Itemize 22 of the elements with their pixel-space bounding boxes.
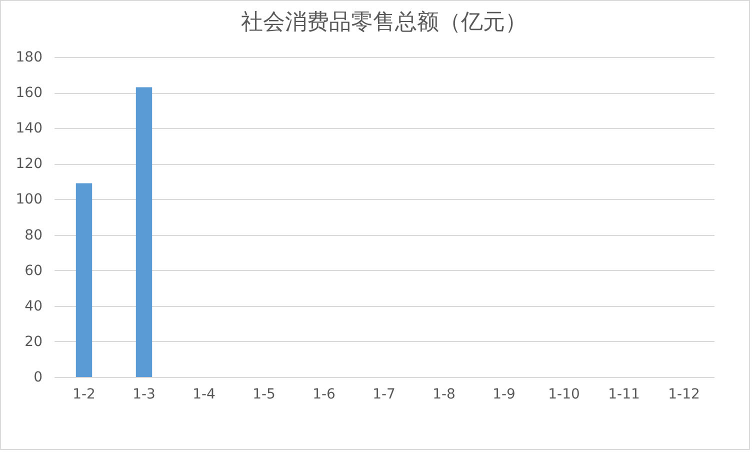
y-tick-label: 80	[24, 227, 42, 244]
x-tick-label: 1-3	[132, 386, 156, 402]
x-tick-label: 1-9	[492, 386, 516, 402]
x-tick-label: 1-8	[432, 386, 456, 402]
x-tick-label: 1-12	[668, 386, 700, 402]
x-tick-label: 1-4	[192, 386, 216, 402]
y-tick-label: 0	[34, 370, 42, 386]
y-tick-label: 20	[24, 334, 42, 350]
chart-title: 社会消费品零售总额（亿元）	[241, 10, 527, 35]
y-tick-label: 140	[16, 120, 42, 137]
x-tick-label: 1-5	[252, 386, 276, 402]
x-tick-label: 1-11	[608, 386, 640, 402]
y-tick-label: 160	[16, 85, 42, 102]
x-tick-label: 1-7	[372, 386, 396, 402]
y-tick-label: 40	[24, 298, 42, 314]
y-tick-label: 60	[24, 262, 42, 279]
y-tick-label: 180	[16, 50, 42, 66]
x-tick-label: 1-2	[72, 386, 96, 402]
x-tick-label: 1-6	[312, 386, 336, 402]
y-tick-label: 120	[16, 156, 42, 172]
y-tick-label: 100	[16, 192, 42, 208]
x-tick-label: 1-10	[548, 386, 580, 402]
